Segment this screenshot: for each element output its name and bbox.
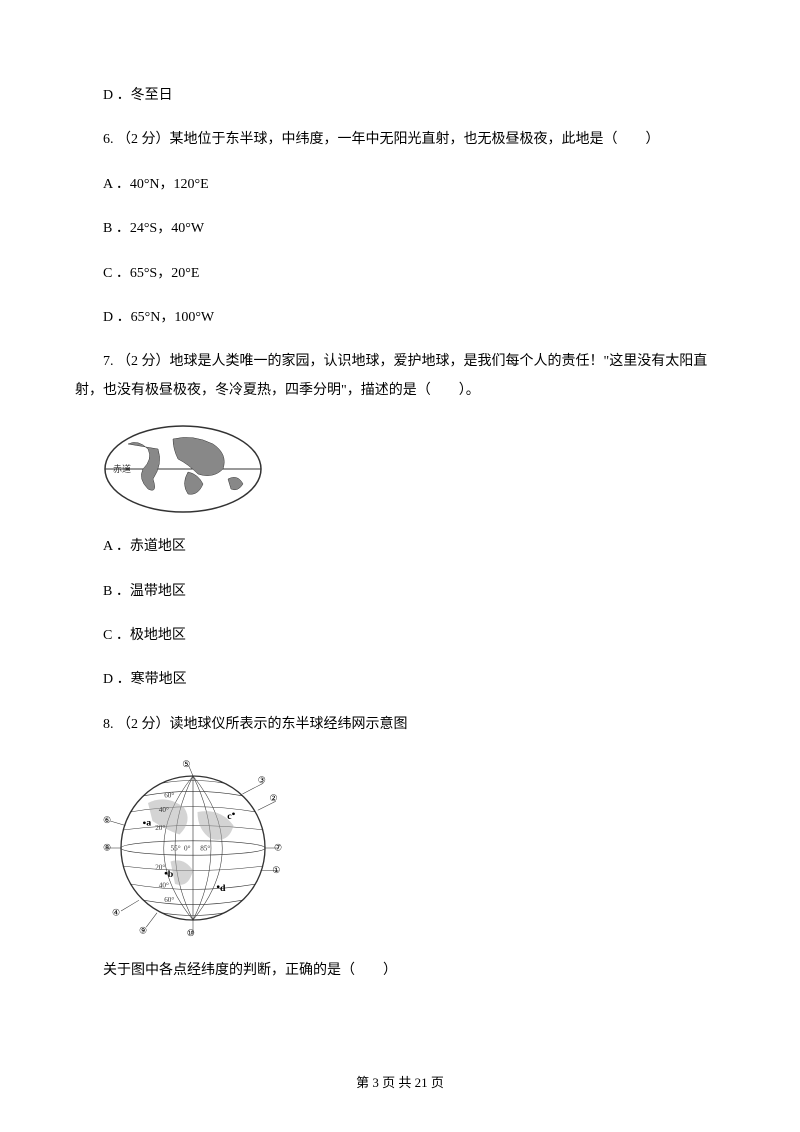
q7-opt-b-text: B ．温带地区	[103, 584, 186, 599]
q7-option-a: A ．赤道地区	[75, 536, 725, 558]
svg-text:60°: 60°	[164, 896, 174, 904]
svg-text:85°: 85°	[200, 845, 210, 853]
q7-stem-text2: 射，也没有极昼极夜，冬冷夏热，四季分明"，描述的是（ ）。	[75, 383, 480, 398]
q8-subquestion: 关于图中各点经纬度的判断，正确的是（ ）	[75, 960, 725, 982]
svg-text:55°: 55°	[171, 845, 181, 853]
q5-opt-d-text: D ．冬至日	[103, 88, 173, 103]
q7-opt-c-text: C ．极地地区	[103, 628, 186, 643]
q8-subq-text: 关于图中各点经纬度的判断，正确的是（ ）	[103, 963, 397, 978]
q6-option-b: B ．24°S，40°W	[75, 218, 725, 240]
svg-text:②: ②	[270, 793, 278, 803]
globe-icon: 60° 40° 20° 0° 20° 40° 60° 55° 85° a c b…	[103, 758, 283, 938]
q7-option-c: C ．极地地区	[75, 625, 725, 647]
svg-text:40°: 40°	[159, 882, 169, 890]
svg-text:⑥: ⑥	[103, 815, 111, 825]
q7-option-d: D ．寒带地区	[75, 669, 725, 691]
svg-text:④: ④	[112, 908, 120, 918]
q7-stem-text1: 7. （2 分）地球是人类唯一的家园，认识地球，爱护地球，是我们每个人的责任！"…	[103, 354, 707, 369]
svg-text:①: ①	[272, 865, 280, 875]
svg-text:a: a	[146, 818, 151, 829]
q7-figure: 赤道	[103, 424, 725, 514]
q6-option-d: D ．65°N，100°W	[75, 307, 725, 329]
svg-text:⑤: ⑤	[182, 759, 190, 769]
q6-stem: 6. （2 分）某地位于东半球，中纬度，一年中无阳光直射，也无极昼极夜，此地是（…	[75, 129, 725, 151]
world-map-icon: 赤道	[103, 424, 263, 514]
q6-opt-a-text: A ．40°N，120°E	[103, 177, 209, 192]
q5-option-d: D ．冬至日	[75, 85, 725, 107]
svg-text:20°: 20°	[155, 864, 165, 872]
svg-text:d: d	[220, 883, 226, 894]
q8-stem: 8. （2 分）读地球仪所表示的东半球经纬网示意图	[75, 714, 725, 736]
svg-text:60°: 60°	[164, 792, 174, 800]
svg-text:⑩: ⑩	[187, 928, 195, 938]
svg-text:0°: 0°	[184, 845, 191, 853]
q7-option-b: B ．温带地区	[75, 581, 725, 603]
q6-opt-d-text: D ．65°N，100°W	[103, 310, 214, 325]
page-footer: 第 3 页 共 21 页	[0, 1073, 800, 1094]
svg-text:⑦: ⑦	[274, 843, 282, 853]
svg-text:40°: 40°	[159, 806, 169, 814]
svg-text:⑨: ⑨	[139, 926, 147, 936]
q6-option-c: C ．65°S，20°E	[75, 263, 725, 285]
svg-text:c: c	[227, 811, 232, 822]
svg-text:20°: 20°	[155, 824, 165, 832]
q6-opt-c-text: C ．65°S，20°E	[103, 266, 199, 281]
q6-option-a: A ．40°N，120°E	[75, 174, 725, 196]
q7-stem-line2: 射，也没有极昼极夜，冬冷夏热，四季分明"，描述的是（ ）。	[75, 380, 725, 402]
q8-stem-text: 8. （2 分）读地球仪所表示的东半球经纬网示意图	[103, 717, 408, 732]
q7-opt-a-text: A ．赤道地区	[103, 539, 186, 554]
q7-stem-line1: 7. （2 分）地球是人类唯一的家园，认识地球，爱护地球，是我们每个人的责任！"…	[75, 351, 725, 373]
svg-text:⑧: ⑧	[103, 843, 111, 853]
q6-stem-text: 6. （2 分）某地位于东半球，中纬度，一年中无阳光直射，也无极昼极夜，此地是（…	[103, 132, 660, 147]
q6-opt-b-text: B ．24°S，40°W	[103, 221, 204, 236]
svg-text:b: b	[168, 869, 174, 880]
page-number: 第 3 页 共 21 页	[356, 1075, 444, 1090]
equator-label: 赤道	[113, 463, 131, 474]
svg-text:③: ③	[258, 775, 266, 785]
q7-opt-d-text: D ．寒带地区	[103, 672, 187, 687]
q8-figure: 60° 40° 20° 0° 20° 40° 60° 55° 85° a c b…	[103, 758, 725, 938]
